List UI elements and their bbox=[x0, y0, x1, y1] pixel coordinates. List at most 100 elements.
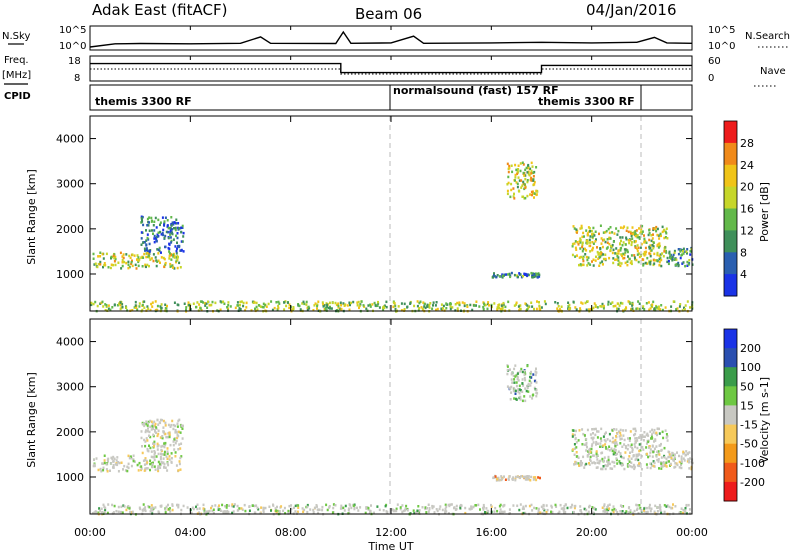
vel-cell bbox=[328, 505, 331, 508]
vel-cell bbox=[104, 506, 107, 510]
power-cell bbox=[534, 272, 537, 275]
vel-cell bbox=[663, 504, 666, 507]
vel-cell bbox=[159, 418, 162, 422]
vel-cell bbox=[651, 433, 653, 436]
vel-cell bbox=[500, 475, 503, 478]
power-cell bbox=[609, 237, 612, 240]
power-cell bbox=[527, 170, 530, 173]
vel-cell bbox=[595, 443, 597, 446]
power-cell bbox=[651, 244, 654, 247]
power-cell bbox=[627, 300, 630, 303]
vel-cell bbox=[642, 448, 645, 451]
power-cell bbox=[622, 226, 625, 230]
vel-cell bbox=[177, 434, 180, 438]
power-cell bbox=[686, 248, 689, 251]
x-tick-label: 04:00 bbox=[174, 526, 206, 539]
power-cell bbox=[642, 264, 645, 267]
vel-cell bbox=[98, 507, 101, 510]
power-cell bbox=[666, 237, 669, 240]
nave-line bbox=[90, 68, 692, 75]
vel-cell bbox=[512, 374, 515, 378]
power-cell bbox=[119, 251, 122, 255]
power-cell bbox=[532, 179, 535, 182]
vel-cell bbox=[523, 476, 526, 479]
vel-cell bbox=[482, 508, 485, 511]
vel-cell bbox=[514, 375, 517, 378]
power-cell bbox=[532, 175, 535, 178]
power-cell bbox=[643, 237, 646, 241]
vel-cell bbox=[665, 465, 668, 468]
power-cell bbox=[177, 256, 179, 259]
vel-cell bbox=[527, 383, 530, 386]
power-cell bbox=[656, 259, 658, 262]
vel-cell bbox=[670, 456, 673, 460]
power-cell bbox=[629, 230, 632, 234]
power-cell bbox=[456, 301, 459, 305]
vel-cell bbox=[102, 503, 105, 507]
power-cell bbox=[520, 186, 523, 189]
vel-cell bbox=[175, 430, 178, 434]
power-cell bbox=[119, 303, 122, 307]
nsky-series bbox=[89, 30, 693, 48]
power-cell bbox=[664, 230, 667, 234]
vel-cell bbox=[559, 503, 562, 507]
vel-cell bbox=[428, 507, 431, 510]
power-cell bbox=[155, 264, 158, 268]
vel-cell bbox=[631, 465, 634, 469]
vel-cell bbox=[353, 506, 356, 509]
power-cell bbox=[538, 301, 540, 304]
power-cell bbox=[649, 244, 652, 247]
vel-cell bbox=[177, 419, 180, 423]
vel-cell bbox=[112, 511, 115, 514]
vel-cell bbox=[486, 509, 489, 513]
vel-cell bbox=[688, 508, 691, 511]
power-cell bbox=[596, 246, 598, 249]
vel-cell bbox=[210, 506, 212, 510]
power-cell bbox=[283, 308, 286, 311]
vel-cell bbox=[630, 457, 633, 460]
power-cell bbox=[432, 301, 435, 304]
vel-cell bbox=[524, 399, 527, 403]
vel-cell bbox=[152, 442, 154, 445]
vel-cell bbox=[616, 443, 619, 446]
vel-cell bbox=[665, 436, 668, 439]
power-cell bbox=[609, 226, 612, 229]
vel-cell bbox=[344, 504, 347, 508]
vel-cell bbox=[585, 441, 588, 445]
vel-cell bbox=[623, 438, 626, 442]
power-cell bbox=[538, 273, 541, 277]
power-cell bbox=[168, 254, 171, 258]
power-cell bbox=[369, 305, 372, 308]
velocity-colorbar-swatch bbox=[724, 481, 737, 502]
vel-cell bbox=[649, 451, 652, 454]
power-cell bbox=[316, 303, 319, 306]
vel-cell bbox=[668, 453, 671, 456]
power-cell bbox=[125, 253, 128, 256]
vel-cell bbox=[555, 505, 558, 508]
vel-cell bbox=[332, 503, 335, 506]
vel-cell bbox=[142, 459, 145, 462]
power-cell bbox=[125, 306, 128, 309]
vel-cell bbox=[592, 436, 595, 440]
vel-cell bbox=[126, 469, 129, 473]
vel-cell bbox=[253, 504, 256, 508]
vel-cell bbox=[519, 389, 522, 392]
vel-cell bbox=[143, 463, 146, 466]
vel-cell bbox=[177, 469, 180, 472]
vel-cell bbox=[146, 424, 149, 427]
vel-cell bbox=[523, 370, 526, 373]
power-cell bbox=[609, 302, 612, 305]
power-cell bbox=[532, 178, 535, 181]
vel-cell bbox=[612, 510, 615, 514]
vel-cell bbox=[395, 507, 398, 511]
power-cell bbox=[458, 303, 461, 307]
power-cell bbox=[219, 308, 222, 311]
power-cell bbox=[586, 239, 589, 242]
power-cell bbox=[510, 188, 513, 192]
vel-cell bbox=[676, 463, 679, 467]
vel-cell bbox=[159, 466, 162, 469]
power-cell bbox=[429, 302, 432, 305]
power-cell bbox=[528, 174, 531, 177]
power-cell bbox=[202, 301, 205, 304]
vel-cell bbox=[95, 511, 98, 514]
